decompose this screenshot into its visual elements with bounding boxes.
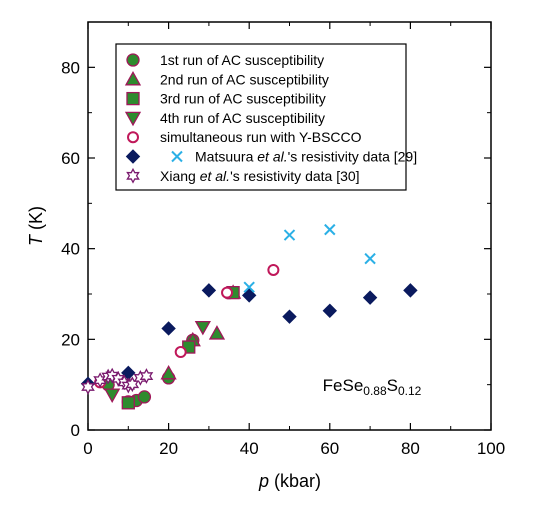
compound-annotation: FeSe0.88S0.12: [323, 376, 422, 398]
data-point-diamond: [241, 288, 257, 303]
legend-marker-triangle-down: [124, 111, 142, 127]
data-point-diamond: [161, 321, 176, 336]
data-point-cross: [324, 223, 336, 236]
legend-marker-star-open: [126, 167, 140, 184]
data-point-open-circle: [221, 286, 234, 299]
y-tick-label: 20: [61, 330, 80, 349]
legend-label: 1st run of AC susceptibility: [160, 52, 324, 68]
legend-marker-open-circle: [127, 131, 139, 144]
legend-label: 3rd run of AC susceptibility: [160, 91, 326, 107]
data-point-cross: [243, 281, 255, 293]
data-point-triangle-down: [194, 320, 211, 336]
data-point-triangle-up: [160, 365, 177, 380]
data-point-open-circle: [267, 263, 280, 276]
legend-marker-circle: [126, 53, 140, 67]
legend-label: Matsuura et al.'s resistivity data [29]: [195, 149, 417, 165]
data-point-open-circle: [174, 346, 187, 359]
data-marks: [80, 223, 418, 410]
data-point-cross: [283, 229, 296, 241]
legend-marker-cross: [171, 150, 183, 163]
legend-box: [115, 43, 407, 191]
data-point-diamond: [282, 309, 297, 324]
legend-marker-diamond: [125, 149, 141, 164]
data-point-star-open: [139, 368, 154, 384]
x-tick-label: 20: [159, 439, 178, 458]
y-axis-label: T (K): [26, 206, 46, 246]
legend-label: 2nd run of AC susceptibility: [160, 71, 329, 87]
data-point-diamond: [322, 303, 338, 318]
legend-label: Xiang et al.'s resistivity data [30]: [160, 168, 360, 184]
data-point-triangle-down: [104, 388, 121, 403]
y-tick-label: 60: [61, 149, 80, 168]
data-point-diamond: [403, 283, 418, 298]
axis-ticks: 0 20 40 60 80 100 0 20 40 60 80: [61, 22, 505, 458]
data-point-triangle-up: [208, 325, 226, 340]
x-axis-label: p (kbar): [258, 471, 321, 491]
y-tick-label: 0: [71, 421, 80, 440]
y-tick-label: 40: [61, 240, 80, 259]
x-tick-label: 80: [401, 439, 420, 458]
legend: 1st run of AC susceptibility 2nd run of A…: [115, 43, 417, 191]
x-tick-label: 60: [320, 439, 339, 458]
data-point-circle: [137, 390, 152, 404]
legend-marker-triangle-up: [124, 70, 142, 86]
data-point-square: [121, 396, 135, 410]
legend-label: 4th run of AC susceptibility: [160, 110, 325, 126]
x-tick-label: 100: [477, 439, 505, 458]
x-tick-label: 40: [240, 439, 259, 458]
data-point-diamond: [362, 290, 378, 305]
x-tick-label: 0: [83, 439, 92, 458]
legend-marker-square: [126, 91, 140, 106]
legend-label: simultaneous run with Y-BSCCO: [160, 129, 362, 145]
data-point-cross: [364, 252, 376, 265]
y-tick-label: 80: [61, 58, 80, 77]
data-point-diamond: [201, 283, 217, 298]
